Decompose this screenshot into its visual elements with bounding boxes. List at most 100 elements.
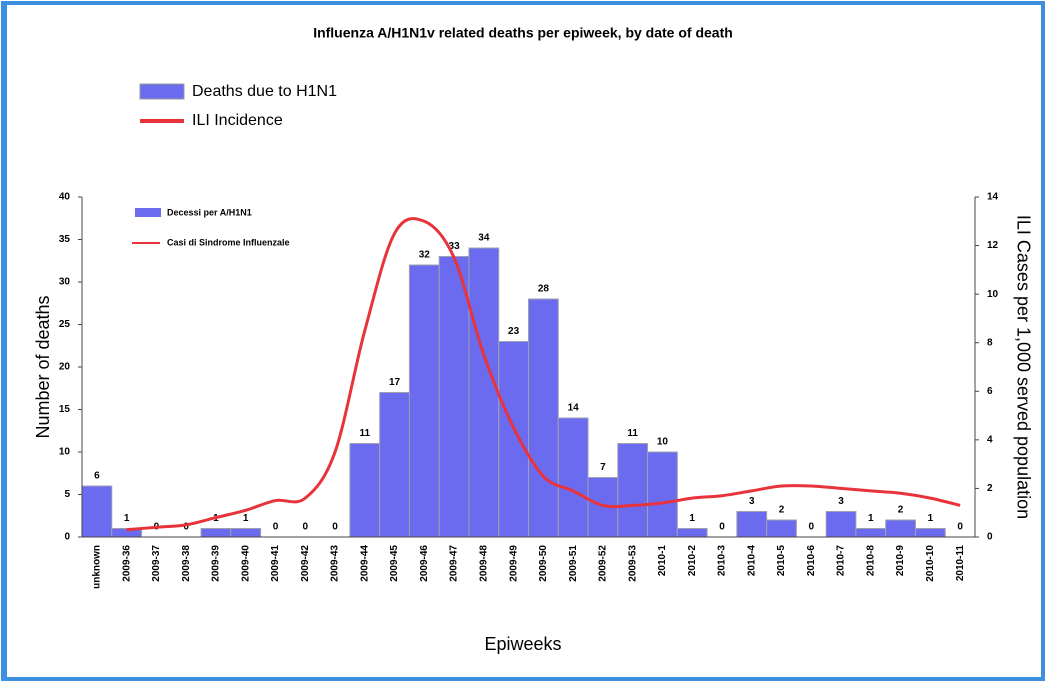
bar [528,298,559,538]
bar [349,443,381,538]
bar [468,247,500,538]
value-label: 0 [332,522,338,533]
x-tick-label: 2009-44 [359,545,370,582]
y2-tick-label: 4 [987,434,993,445]
y-tick-label: 15 [59,404,71,415]
x-tick-label: 2010-6 [806,545,817,577]
y-tick-label: 35 [59,234,71,245]
value-label: 0 [302,522,308,533]
x-tick-label: 2009-39 [211,545,222,582]
value-label: 1 [124,513,130,524]
value-label: 7 [600,462,606,473]
bar [766,519,797,538]
x-tick-label: 2009-49 [508,545,519,582]
y2-tick-label: 8 [987,337,993,348]
value-label: 0 [957,522,963,533]
value-label: 2 [779,505,785,516]
value-label: 17 [389,377,401,388]
x-tick-label: 2009-40 [240,545,251,582]
value-label: 2 [898,505,904,516]
y-tick-label: 25 [59,319,71,330]
value-label: 1 [868,513,874,524]
bar [498,341,530,538]
y2-tick-label: 12 [987,240,999,251]
value-label: 10 [657,437,669,448]
value-label: 32 [419,250,431,261]
x-tick-label: 2009-48 [478,545,489,582]
bar [855,528,887,538]
x-tick-label: 2009-46 [419,545,430,582]
x-tick-label: 2009-43 [330,545,341,582]
y2-tick-label: 10 [987,289,999,300]
x-tick-label: 2010-10 [925,545,936,582]
bar [617,443,649,538]
value-label: 0 [273,522,279,533]
x-tick-label: 2009-52 [598,545,609,582]
x-tick-label: 2009-36 [121,545,132,582]
bar [200,528,232,538]
chart-title: Influenza A/H1N1v related deaths per epi… [313,25,733,41]
value-label: 1 [928,513,934,524]
inner-legend-label: Casi di Sindrome Influenzale [167,237,290,247]
x-tick-label: 2009-45 [389,545,400,582]
value-label: 3 [838,496,844,507]
value-label: 6 [94,471,100,482]
value-label: 28 [538,284,550,295]
value-label: 0 [719,522,725,533]
bar [408,264,440,538]
y2-tick-label: 2 [987,483,993,494]
x-axis-title: Epiweeks [484,634,561,654]
line [126,217,961,532]
bar [885,519,916,538]
x-tick-label: 2009-38 [181,545,192,582]
inner-legend-swatch [135,208,161,217]
value-label: 3 [749,496,755,507]
y-tick-label: 0 [64,532,70,543]
x-tick-label: unknown [92,545,103,589]
x-tick-label: 2009-42 [300,545,311,582]
value-label: 1 [689,513,695,524]
y-tick-label: 30 [59,277,71,288]
bar [736,511,768,538]
bar [557,417,589,538]
legend-swatch [139,83,185,100]
value-label: 11 [359,428,370,439]
x-tick-label: 2010-11 [955,545,966,582]
value-label: 0 [809,522,815,533]
value-label: 0 [183,522,189,533]
y-tick-label: 40 [59,192,71,203]
y2-axis-title: ILI Cases per 1,000 served population [1013,215,1033,519]
x-tick-label: 2009-37 [151,545,162,582]
x-tick-label: 2009-41 [270,545,281,582]
y-tick-label: 20 [59,362,71,373]
y-axis-title: Number of deaths [33,295,53,438]
x-tick-label: 2010-2 [687,545,698,577]
x-tick-label: 2009-51 [568,545,579,582]
bar [647,451,678,538]
y2-tick-label: 14 [987,192,999,203]
value-label: 11 [627,428,638,439]
y2-tick-label: 0 [987,532,993,543]
x-tick-label: 2010-7 [836,545,847,577]
value-label: 33 [449,241,461,252]
value-label: 34 [478,233,490,244]
bar [81,485,113,538]
x-tick-label: 2010-8 [865,545,876,577]
x-tick-label: 2010-9 [895,545,906,577]
bar [825,511,857,538]
inner-legend-label: Decessi per A/H1N1 [167,207,252,217]
bar [230,528,262,538]
value-label: 23 [508,326,520,337]
x-tick-label: 2009-50 [538,545,549,582]
x-tick-label: 2010-1 [657,545,668,577]
legend-label: ILI Incidence [192,112,283,129]
frame-edge [1,1,7,681]
y-tick-label: 5 [64,489,70,500]
value-label: 14 [568,403,580,414]
y2-tick-label: 6 [987,386,993,397]
y-tick-label: 10 [59,447,71,458]
x-tick-label: 2010-3 [717,545,728,577]
bar [914,528,946,538]
x-tick-label: 2010-4 [746,545,757,577]
